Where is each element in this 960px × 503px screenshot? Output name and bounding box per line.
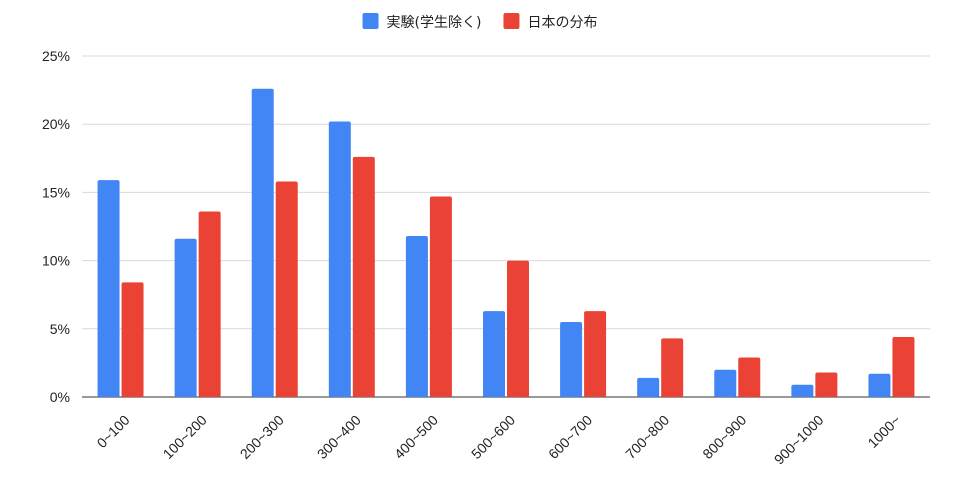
- x-tick-label: 900~1000: [771, 412, 827, 468]
- x-tick-label: 1000~: [864, 412, 903, 451]
- y-tick-label: 15%: [42, 184, 70, 200]
- x-tick-label: 400~500: [391, 412, 441, 462]
- x-tick-label: 800~900: [699, 412, 749, 462]
- bar-experiment-5: [483, 311, 505, 397]
- bar-experiment-9: [791, 384, 814, 397]
- legend: 実験(学生除く) 日本の分布: [362, 13, 597, 31]
- legend-swatch: [362, 13, 379, 29]
- bar-experiment-4: [405, 236, 428, 397]
- bar-japan-4: [429, 196, 452, 397]
- bar-experiment-7: [637, 377, 660, 397]
- bar-japan-10: [892, 336, 915, 397]
- y-tick-label: 0%: [50, 389, 70, 405]
- bar-japan-2: [275, 181, 298, 397]
- legend-swatch: [503, 13, 520, 29]
- x-tick-label: 500~600: [468, 412, 518, 462]
- bar-japan-6: [584, 311, 607, 397]
- bar-experiment-3: [328, 121, 351, 398]
- bar-experiment-10: [868, 373, 891, 397]
- x-tick-label: 200~300: [237, 412, 287, 462]
- bar-japan-7: [661, 338, 684, 397]
- bar-japan-3: [352, 156, 375, 397]
- bar-japan-1: [198, 211, 221, 397]
- bar-experiment-0: [97, 180, 120, 397]
- y-tick-label: 10%: [42, 253, 70, 269]
- legend-label: 実験(学生除く): [387, 15, 482, 31]
- y-axis: 0% 5% 10% 15% 20% 25%: [42, 48, 70, 405]
- x-tick-label: 300~400: [314, 412, 364, 462]
- y-tick-label: 25%: [42, 48, 70, 64]
- legend-label: 日本の分布: [527, 15, 597, 31]
- gridlines: [82, 55, 930, 398]
- bar-japan-0: [121, 282, 144, 397]
- x-axis: 0~100 100~200 200~300 300~400 400~500 500~600…: [94, 412, 904, 468]
- bar-experiment-6: [560, 321, 583, 397]
- bar-japan-5: [507, 260, 529, 397]
- y-tick-label: 20%: [42, 116, 70, 132]
- bar-experiment-2: [251, 88, 274, 398]
- bars: [97, 88, 915, 398]
- bar-experiment-1: [174, 238, 197, 397]
- bar-japan-8: [738, 357, 761, 397]
- x-tick-label: 700~800: [622, 412, 672, 462]
- bar-experiment-8: [714, 369, 737, 397]
- x-tick-label: 600~700: [545, 412, 595, 462]
- x-tick-label: 100~200: [160, 412, 210, 462]
- y-tick-label: 5%: [50, 321, 70, 337]
- bar-japan-9: [815, 372, 838, 397]
- x-tick-label: 0~100: [94, 412, 133, 451]
